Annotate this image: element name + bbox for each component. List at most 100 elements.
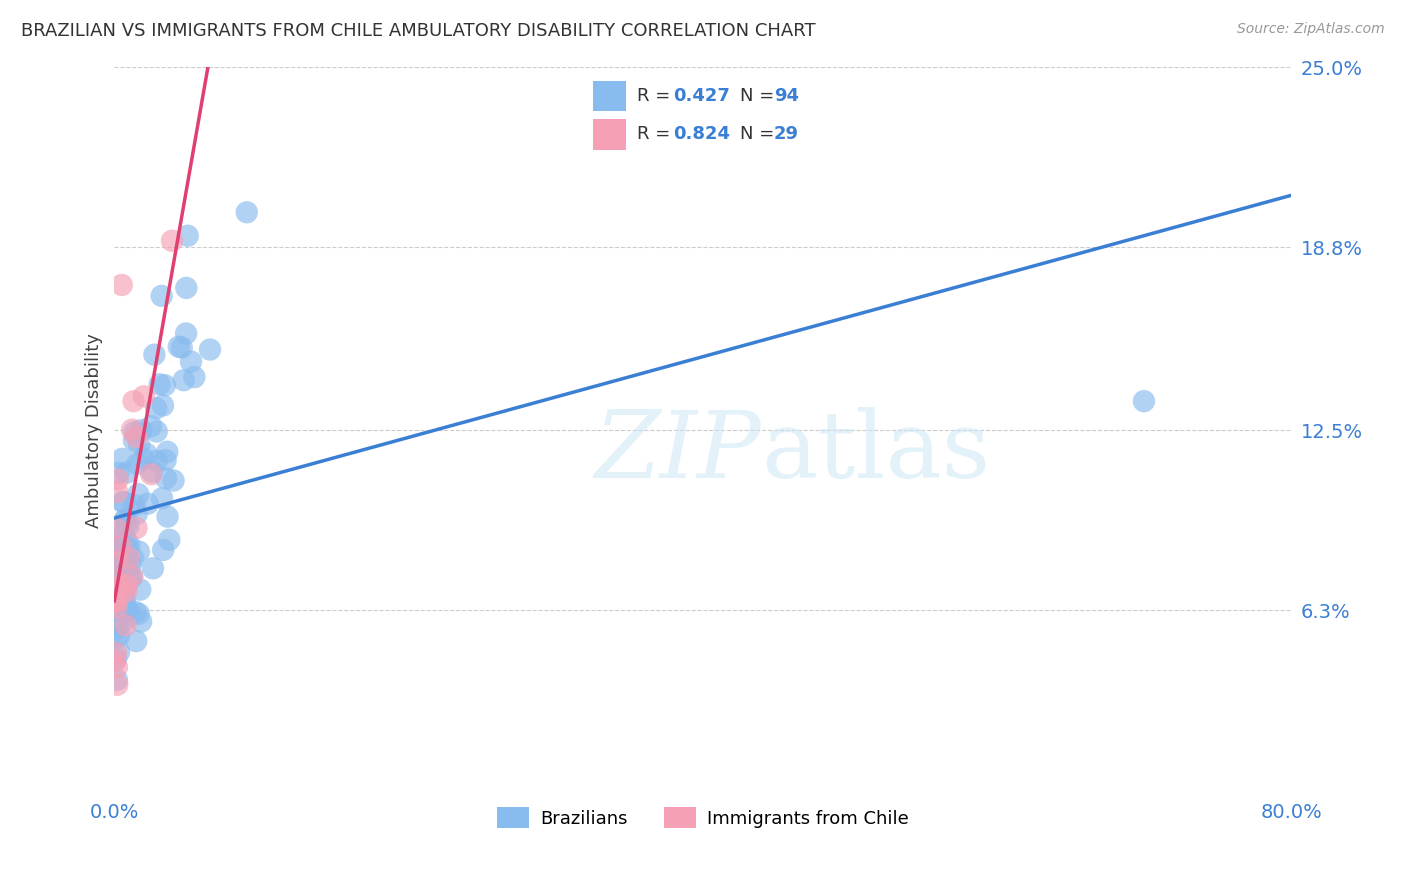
Point [105,678,128,692]
Point [128,607,150,621]
Point [104,521,127,535]
Point [114,558,136,572]
Point [110,540,132,554]
Point [176,228,198,243]
Point [122,551,145,566]
Point [107,546,129,560]
Legend: Brazilians, Immigrants from Chile: Brazilians, Immigrants from Chile [489,800,915,835]
Point [117,569,139,583]
Point [167,340,190,354]
Point [104,622,127,636]
Point [108,629,131,643]
Point [105,600,128,615]
Point [143,348,166,362]
Point [115,561,138,575]
Point [115,532,138,546]
Text: BRAZILIAN VS IMMIGRANTS FROM CHILE AMBULATORY DISABILITY CORRELATION CHART: BRAZILIAN VS IMMIGRANTS FROM CHILE AMBUL… [21,22,815,40]
Point [155,453,177,467]
Point [173,373,195,387]
Point [114,604,136,618]
Point [124,605,146,619]
Point [198,343,221,357]
Point [114,512,136,526]
Point [108,598,131,612]
Point [111,451,134,466]
Point [107,580,129,594]
Point [107,575,129,590]
Point [141,467,163,482]
Point [128,437,150,451]
Point [107,618,129,632]
Point [115,577,138,591]
Point [111,525,134,540]
Point [105,594,128,608]
Point [141,419,163,434]
Point [115,466,138,480]
Point [145,401,167,416]
Point [121,570,143,584]
Point [180,354,202,368]
Point [108,645,131,659]
Point [114,595,136,609]
Point [129,615,152,629]
Point [117,515,139,529]
Point [125,430,148,444]
Point [236,205,259,219]
Point [142,561,165,575]
Point [152,543,174,558]
Point [117,540,139,554]
Point [129,423,152,437]
Point [103,575,125,590]
Point [105,660,128,674]
Point [156,509,179,524]
Point [150,491,173,506]
Point [107,473,129,487]
Point [145,425,167,439]
Point [105,646,128,660]
Text: ZIP: ZIP [595,407,762,497]
Point [146,454,169,468]
Point [111,615,134,630]
Point [121,569,143,583]
Point [1133,394,1156,409]
Point [118,538,141,552]
Point [149,377,172,392]
Point [107,554,129,568]
Point [153,378,176,392]
Point [117,518,139,533]
Point [104,654,127,668]
Point [107,466,129,480]
Point [105,673,128,687]
Point [104,541,127,556]
Point [141,465,163,479]
Point [122,394,145,409]
Point [183,370,205,384]
Point [104,631,127,645]
Point [111,580,134,594]
Point [125,521,148,535]
Point [121,423,143,437]
Point [120,570,142,584]
Point [156,444,179,458]
Point [110,535,132,549]
Text: Source: ZipAtlas.com: Source: ZipAtlas.com [1237,22,1385,37]
Point [108,590,131,604]
Point [104,597,127,611]
Point [110,570,132,584]
Point [115,584,138,599]
Point [112,591,135,605]
Point [124,425,146,439]
Point [129,582,152,597]
Point [135,447,157,461]
Point [112,563,135,577]
Point [125,507,148,521]
Point [160,234,183,248]
Point [132,389,155,403]
Point [170,341,193,355]
Point [136,497,159,511]
Point [105,652,128,666]
Point [128,544,150,558]
Point [111,495,134,509]
Point [176,281,198,295]
Point [112,495,135,509]
